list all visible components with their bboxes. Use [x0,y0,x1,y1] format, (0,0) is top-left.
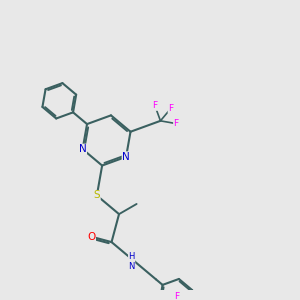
Text: H
N: H N [128,252,135,271]
Text: N: N [79,144,86,154]
Text: F: F [174,119,179,128]
Text: N: N [122,152,130,162]
Text: O: O [87,232,95,242]
Text: F: F [168,104,173,113]
Text: S: S [94,190,100,200]
Text: F: F [152,101,158,110]
Text: F: F [174,292,180,300]
